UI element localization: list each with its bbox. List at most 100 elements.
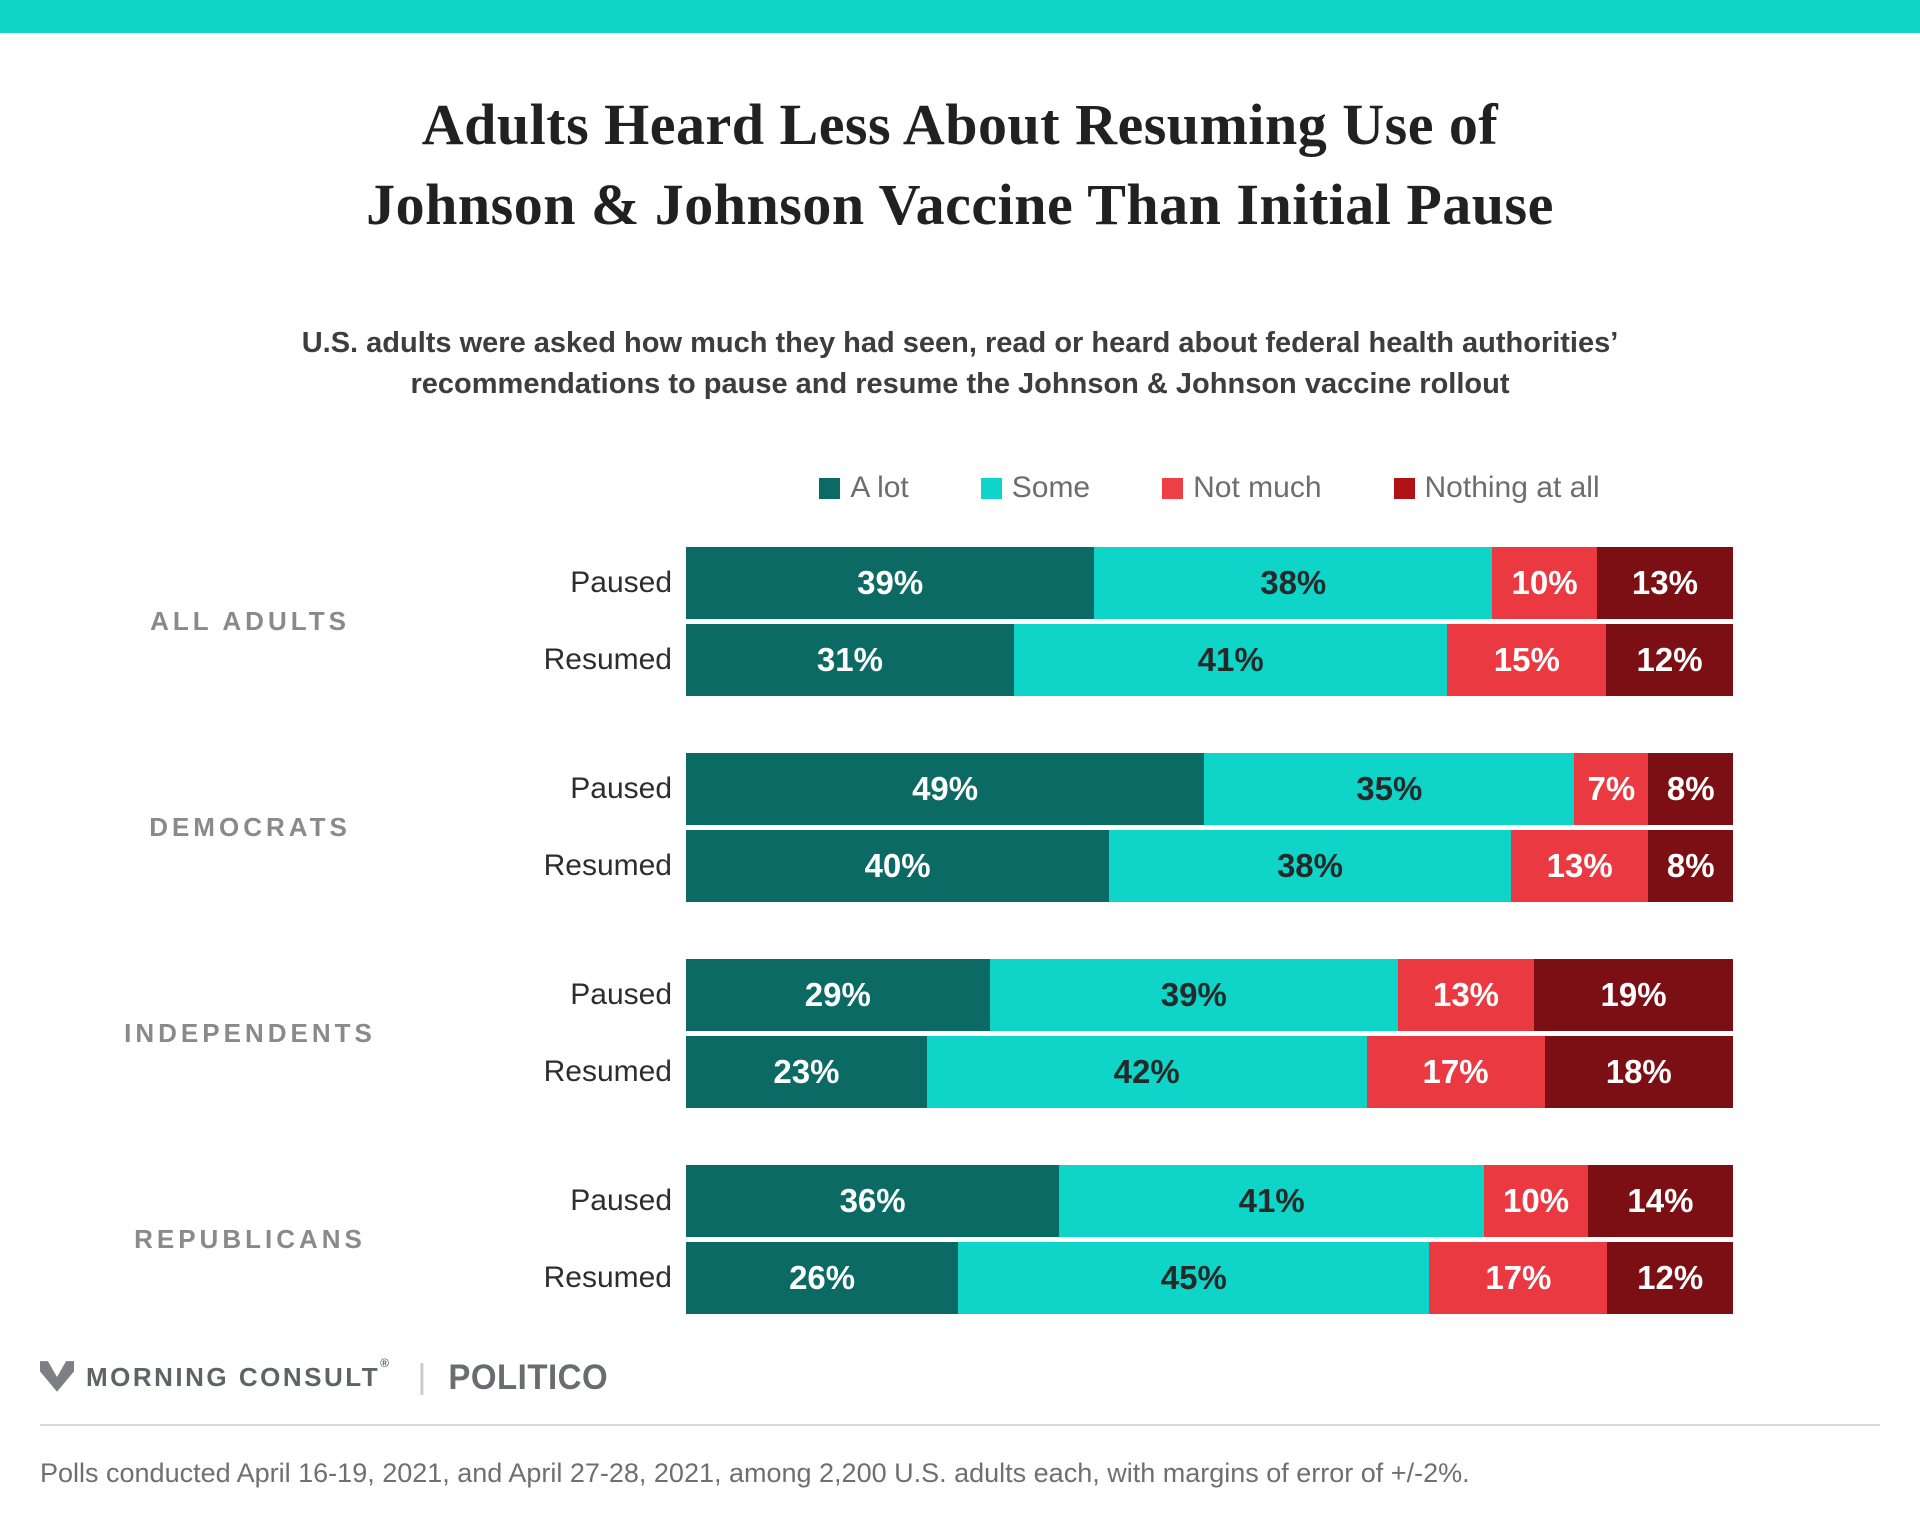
chart-group: ALL ADULTS Paused 39% 38% 10% 13% Resumed 31% 41… (0, 547, 1920, 696)
chart-legend: A lot Some Not much Nothing at all (686, 471, 1733, 505)
row-label: Resumed (543, 1055, 672, 1088)
politico-wordmark: POLITICO (448, 1356, 609, 1397)
stacked-bar-chart: ALL ADULTS Paused 39% 38% 10% 13% Resumed 31% 41… (0, 547, 1920, 1314)
legend-item: A lot (819, 471, 909, 505)
bar-segment: 36% (686, 1165, 1060, 1237)
bar-segment: 10% (1492, 547, 1597, 619)
bar-row: Paused 39% 38% 10% 13% (500, 547, 1733, 619)
group-rows: Paused 39% 38% 10% 13% Resumed 31% 41% 15% 12% (500, 547, 1733, 696)
row-label: Paused (570, 772, 672, 805)
legend-swatch-icon (1162, 477, 1184, 499)
group-label-cell: DEMOCRATS (0, 753, 500, 902)
stacked-bar: 29% 39% 13% 19% (686, 959, 1733, 1031)
title-line-1: Adults Heard Less About Resuming Use of (421, 92, 1499, 157)
bar-segment: 17% (1429, 1242, 1608, 1314)
bar-segment: 13% (1596, 547, 1733, 619)
stacked-bar: 23% 42% 17% 18% (686, 1036, 1733, 1108)
stacked-bar: 49% 35% 7% 8% (686, 753, 1734, 825)
bar-segment: 42% (926, 1036, 1367, 1108)
bar-segment: 14% (1587, 1165, 1733, 1237)
chart-group: DEMOCRATS Paused 49% 35% 7% 8% Resumed 40% 38% 13… (0, 753, 1920, 902)
chart-group: REPUBLICANS Paused 36% 41% 10% 14% Resumed 26% 4… (0, 1165, 1920, 1314)
bar-row: Resumed 31% 41% 15% 12% (500, 624, 1733, 696)
bar-segment: 49% (686, 753, 1205, 825)
stacked-bar: 26% 45% 17% 12% (686, 1242, 1733, 1314)
stacked-bar: 31% 41% 15% 12% (686, 624, 1733, 696)
bar-row: Resumed 40% 38% 13% 8% (500, 830, 1733, 902)
row-label: Resumed (543, 849, 672, 882)
registered-mark: ® (380, 1355, 392, 1370)
bar-row: Paused 49% 35% 7% 8% (500, 753, 1734, 825)
legend-item: Some (980, 471, 1091, 505)
bar-segment: 8% (1648, 753, 1734, 825)
bar-segment: 15% (1447, 624, 1607, 696)
bar-segment: 12% (1607, 1242, 1733, 1314)
subtitle-line-1: U.S. adults were asked how much they had… (301, 327, 1619, 359)
legend-label: A lot (850, 471, 909, 504)
bar-row: Resumed 23% 42% 17% 18% (500, 1036, 1733, 1108)
group-label: INDEPENDENTS (124, 1018, 376, 1048)
group-label-cell: REPUBLICANS (0, 1165, 500, 1314)
morning-consult-wordmark: MORNING CONSULT® (86, 1355, 392, 1392)
bar-segment: 31% (686, 624, 1014, 696)
bar-segment: 38% (1109, 830, 1511, 902)
legend-item: Not much (1162, 471, 1322, 505)
methodology-note: Polls conducted April 16-19, 2021, and A… (40, 1458, 1470, 1488)
stacked-bar: 40% 38% 13% 8% (686, 830, 1733, 902)
legend-item: Nothing at all (1393, 471, 1600, 505)
group-label: DEMOCRATS (149, 812, 351, 842)
bar-segment: 39% (989, 959, 1398, 1031)
group-label-cell: INDEPENDENTS (0, 959, 500, 1108)
bar-segment: 26% (686, 1242, 959, 1314)
stacked-bar: 36% 41% 10% 14% (686, 1165, 1733, 1237)
bar-row: Resumed 26% 45% 17% 12% (500, 1242, 1733, 1314)
legend-label: Not much (1193, 471, 1322, 504)
stacked-bar: 39% 38% 10% 13% (686, 547, 1733, 619)
group-rows: Paused 36% 41% 10% 14% Resumed 26% 45% 17% 12% (500, 1165, 1733, 1314)
title-line-2: Johnson & Johnson Vaccine Than Initial P… (366, 172, 1554, 237)
legend-swatch-icon (1393, 477, 1415, 499)
subtitle-line-2: recommendations to pause and resume the … (410, 368, 1510, 400)
morning-consult-logo-icon (40, 1361, 74, 1392)
bar-segment: 13% (1397, 959, 1535, 1031)
bar-segment: 40% (686, 830, 1110, 902)
page-title: Adults Heard Less About Resuming Use of … (0, 85, 1920, 245)
row-label: Paused (570, 566, 672, 599)
bar-segment: 29% (686, 959, 990, 1031)
bar-row: Paused 36% 41% 10% 14% (500, 1165, 1733, 1237)
row-label: Resumed (543, 643, 672, 676)
footer-branding: MORNING CONSULT® | POLITICO (40, 1354, 1920, 1400)
group-label: REPUBLICANS (134, 1224, 366, 1254)
row-label: Paused (570, 978, 672, 1011)
footer-rule (40, 1424, 1880, 1426)
bar-segment: 7% (1574, 753, 1649, 825)
bar-segment: 41% (1059, 1165, 1485, 1237)
group-label-cell: ALL ADULTS (0, 547, 500, 696)
bar-segment: 38% (1094, 547, 1493, 619)
group-rows: Paused 29% 39% 13% 19% Resumed 23% 42% 17% 18% (500, 959, 1733, 1108)
legend-swatch-icon (819, 477, 841, 499)
row-label: Paused (570, 1184, 672, 1217)
group-label: ALL ADULTS (150, 606, 350, 636)
bar-segment: 45% (958, 1242, 1430, 1314)
bar-segment: 39% (686, 547, 1095, 619)
legend-swatch-icon (980, 477, 1002, 499)
chart-subtitle: U.S. adults were asked how much they had… (0, 323, 1920, 405)
bar-segment: 8% (1648, 830, 1733, 902)
legend-label: Some (1011, 471, 1091, 504)
bar-segment: 13% (1510, 830, 1649, 902)
bar-segment: 23% (686, 1036, 927, 1108)
footer-divider: | (417, 1357, 427, 1396)
row-label: Resumed (543, 1261, 672, 1294)
bar-row: Paused 29% 39% 13% 19% (500, 959, 1733, 1031)
top-accent-bar (0, 0, 1920, 33)
bar-segment: 19% (1534, 959, 1733, 1031)
bar-segment: 12% (1606, 624, 1733, 696)
legend-label: Nothing at all (1424, 471, 1600, 504)
chart-group: INDEPENDENTS Paused 29% 39% 13% 19% Resumed 23%… (0, 959, 1920, 1108)
bar-segment: 17% (1366, 1036, 1545, 1108)
bar-segment: 41% (1013, 624, 1448, 696)
group-rows: Paused 49% 35% 7% 8% Resumed 40% 38% 13% 8% (500, 753, 1734, 902)
bar-segment: 18% (1544, 1036, 1733, 1108)
bar-segment: 10% (1484, 1165, 1588, 1237)
